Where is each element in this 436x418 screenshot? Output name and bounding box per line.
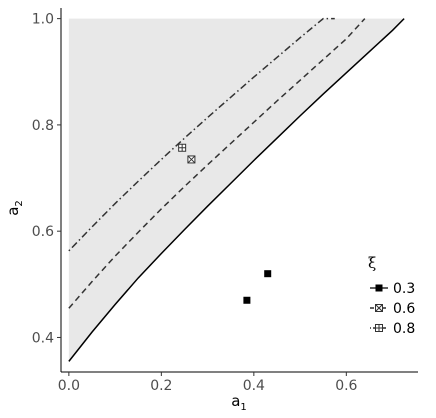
x-axis: 0.0 0.2 0.4 0.6: [58, 371, 418, 394]
y-tick-label: 0.8: [32, 118, 54, 134]
legend-label: 0.3: [393, 281, 415, 297]
svg-text:a2: a2: [4, 200, 25, 216]
y-axis-title: a2: [4, 200, 25, 216]
y-axis: 0.4 0.6 0.8 1.0: [32, 8, 62, 372]
legend-marker-key: [375, 304, 383, 312]
series-line-2: [68, 18, 366, 309]
legend-entry-1: 0.3: [370, 281, 415, 297]
legend-entry-2: 0.6: [370, 301, 415, 317]
series-line-3: [68, 17, 335, 252]
data-point-1-1: [243, 296, 251, 304]
shaded-region: [68, 18, 405, 362]
x-axis-title-main: a: [231, 392, 240, 410]
legend-label: 0.8: [393, 321, 415, 337]
legend: ξ 0.3 0.6 0.8: [368, 254, 415, 337]
legend-marker-key: [375, 324, 383, 332]
svg-text:a1: a1: [231, 392, 247, 413]
plot-area: [68, 17, 405, 362]
x-axis-title-sub: 1: [240, 402, 246, 413]
data-point-3-1: [178, 143, 187, 152]
legend-entry-3: 0.8: [370, 321, 415, 337]
y-tick-label: 0.4: [32, 330, 54, 346]
x-axis-title: a1: [231, 392, 247, 413]
series-line-1: [68, 18, 405, 362]
y-tick-label: 1.0: [32, 12, 54, 28]
data-point-2-1: [187, 155, 196, 164]
x-tick-label: 0.4: [243, 378, 265, 394]
legend-label: 0.6: [393, 301, 415, 317]
y-tick-label: 0.6: [32, 224, 54, 240]
x-tick-label: 0.2: [150, 378, 172, 394]
y-axis-title-main: a: [4, 207, 22, 216]
x-tick-label: 0.6: [335, 378, 357, 394]
data-point-1-2: [264, 270, 272, 278]
legend-title: ξ: [368, 254, 376, 272]
y-axis-title-sub: 2: [14, 200, 25, 206]
x-tick-label: 0.0: [58, 378, 80, 394]
legend-marker-key: [375, 284, 383, 292]
